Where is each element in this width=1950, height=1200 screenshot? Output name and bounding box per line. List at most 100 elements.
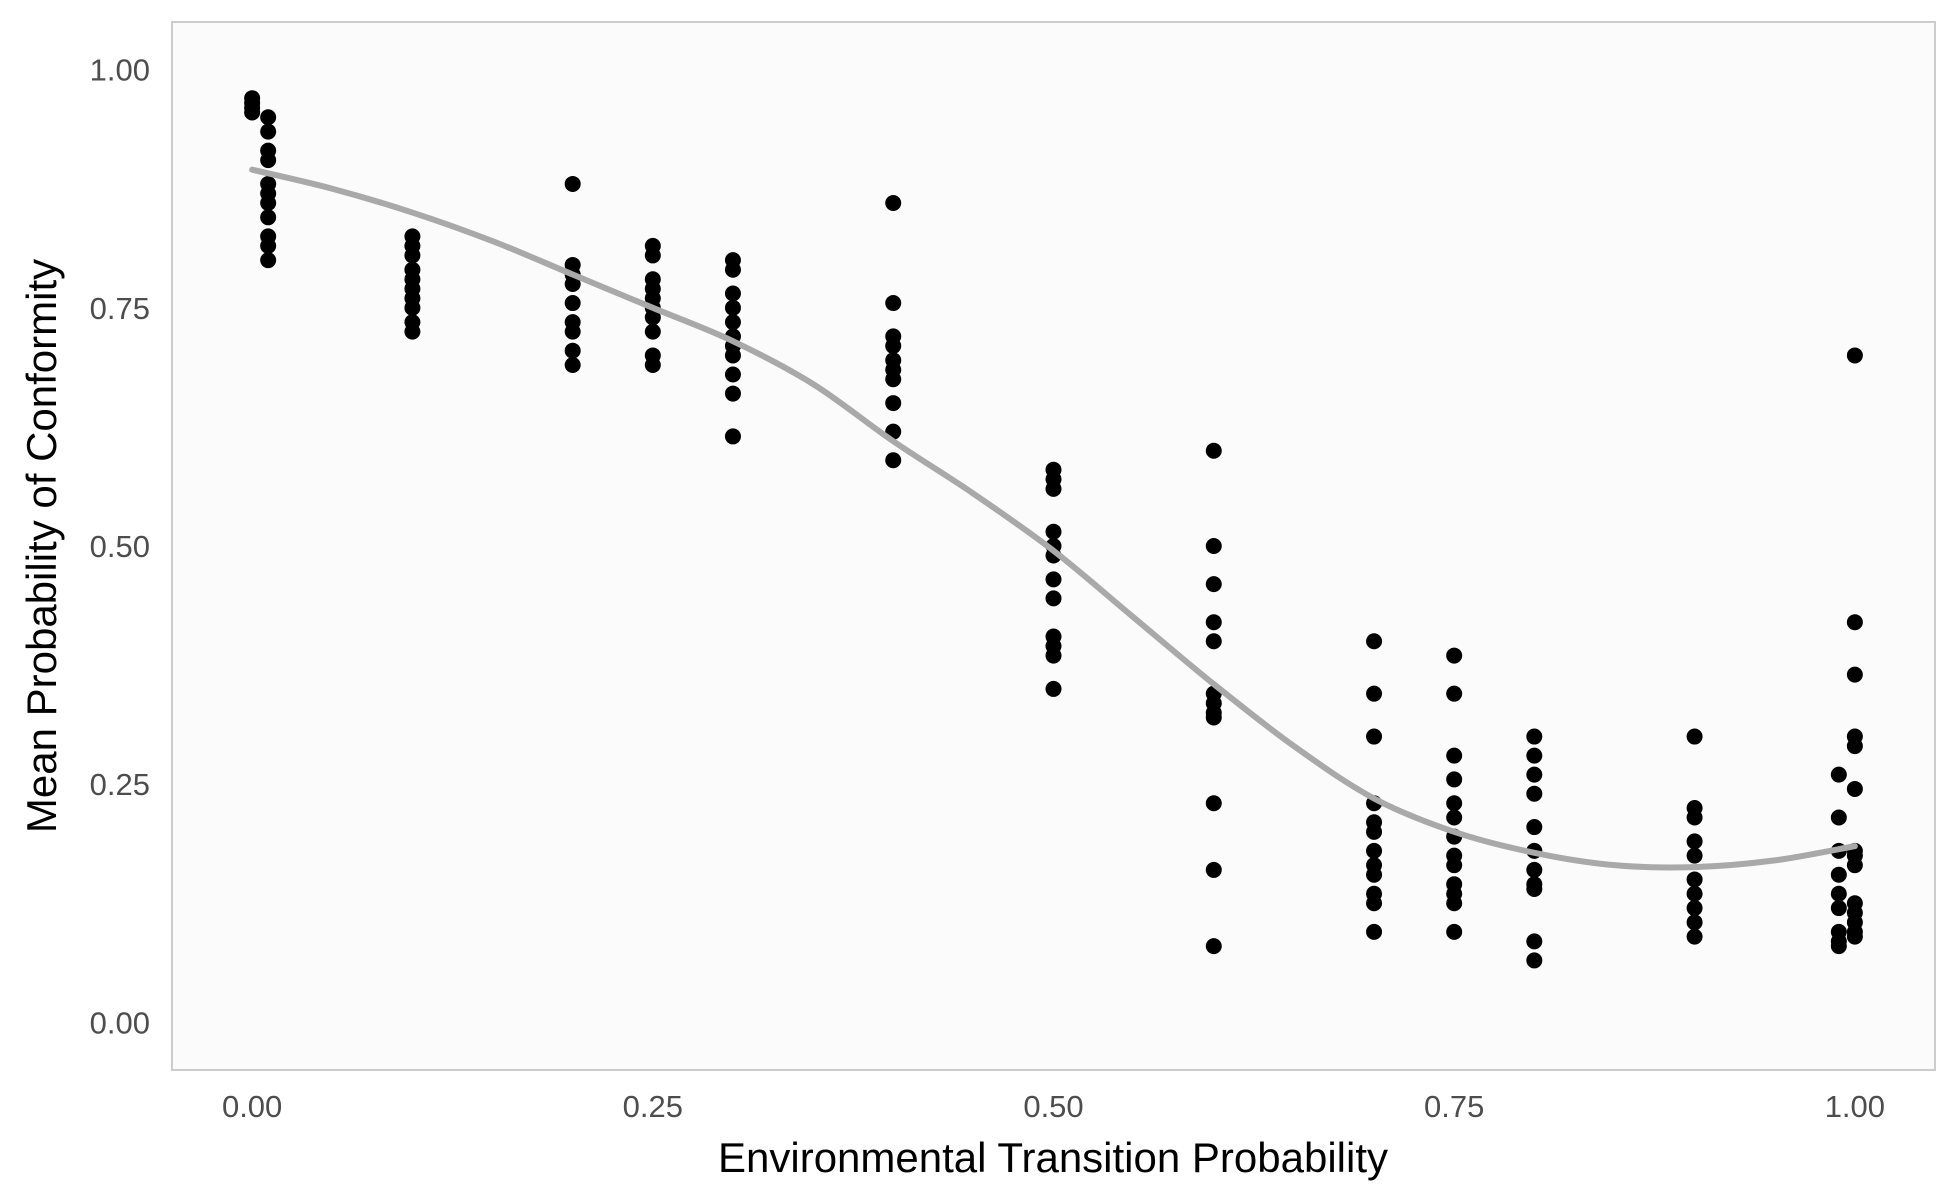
data-point	[1045, 647, 1062, 664]
data-point	[1045, 480, 1062, 497]
data-point	[1830, 809, 1847, 826]
data-point	[644, 356, 661, 373]
data-point	[244, 104, 261, 121]
data-point	[1686, 847, 1703, 864]
data-point	[1446, 647, 1463, 664]
data-point	[1686, 928, 1703, 945]
data-point	[1526, 766, 1543, 783]
data-point	[1446, 685, 1463, 702]
data-point	[404, 299, 421, 316]
data-point	[1205, 938, 1222, 955]
data-point	[1446, 747, 1463, 764]
data-point	[885, 452, 902, 469]
data-point	[885, 295, 902, 312]
data-point	[724, 261, 741, 278]
data-point	[644, 247, 661, 264]
data-point	[1045, 680, 1062, 697]
data-point	[1830, 866, 1847, 883]
data-point	[1686, 900, 1703, 917]
data-point	[1366, 842, 1383, 859]
data-point	[724, 314, 741, 331]
data-point	[885, 371, 902, 388]
data-point	[564, 342, 581, 359]
data-point	[1446, 895, 1463, 912]
data-point	[1830, 938, 1847, 955]
data-point	[564, 356, 581, 373]
data-point	[1366, 728, 1383, 745]
data-point	[1045, 523, 1062, 540]
data-point	[724, 428, 741, 445]
data-point	[260, 152, 277, 169]
data-point	[1205, 709, 1222, 726]
trend-lines	[249, 166, 1858, 871]
data-point	[1686, 728, 1703, 745]
data-point	[1686, 809, 1703, 826]
data-point	[260, 123, 277, 140]
data-point	[1446, 795, 1463, 812]
x-tick-label: 0.00	[222, 1089, 282, 1124]
data-point	[1205, 538, 1222, 554]
data-point	[1526, 785, 1543, 802]
data-point	[1205, 795, 1222, 812]
data-point	[1446, 771, 1463, 788]
data-point	[1205, 861, 1222, 878]
y-tick-label: 0.75	[90, 291, 150, 326]
data-point	[404, 323, 421, 340]
data-point	[564, 295, 581, 312]
y-axis-title: Mean Probability of Conformity	[18, 259, 65, 833]
data-point	[724, 299, 741, 316]
data-point	[1846, 738, 1863, 755]
data-point	[724, 385, 741, 402]
y-tick-label: 0.00	[90, 1005, 150, 1040]
data-point	[644, 309, 661, 326]
data-point	[1526, 819, 1543, 836]
data-point	[1205, 576, 1222, 593]
data-points	[244, 90, 1863, 969]
data-point	[1846, 780, 1863, 797]
data-point	[1205, 614, 1222, 631]
data-point	[724, 366, 741, 383]
data-point	[1830, 900, 1847, 917]
data-point	[1446, 923, 1463, 940]
data-point	[1846, 857, 1863, 874]
x-tick-label: 1.00	[1825, 1089, 1885, 1124]
y-tick-label: 1.00	[90, 53, 150, 88]
data-point	[1446, 857, 1463, 874]
x-axis-ticks: 0.00 0.25 0.50 0.75 1.00	[222, 1089, 1885, 1124]
data-point	[885, 337, 902, 354]
data-point	[260, 252, 277, 269]
data-point	[1830, 766, 1847, 783]
y-axis-ticks: 0.00 0.25 0.50 0.75 1.00	[90, 53, 150, 1041]
x-tick-label: 0.75	[1424, 1089, 1484, 1124]
data-point	[564, 175, 581, 192]
data-point	[564, 276, 581, 292]
data-point	[1846, 347, 1863, 364]
data-point	[1526, 861, 1543, 878]
data-point	[1686, 885, 1703, 902]
data-point	[1526, 728, 1543, 745]
x-axis-title: Environmental Transition Probability	[718, 1134, 1388, 1181]
data-point	[885, 195, 902, 212]
data-point	[1366, 685, 1383, 702]
y-tick-label: 0.25	[90, 767, 150, 802]
data-point	[1045, 571, 1062, 588]
data-point	[1366, 866, 1383, 883]
data-point	[1366, 895, 1383, 912]
data-point	[260, 237, 277, 254]
data-point	[1846, 614, 1863, 631]
x-tick-label: 0.25	[623, 1089, 683, 1124]
data-point	[1526, 952, 1543, 969]
data-point	[724, 285, 741, 302]
data-point	[1686, 833, 1703, 850]
data-point	[1446, 809, 1463, 826]
data-point	[1686, 914, 1703, 931]
data-point	[1846, 928, 1863, 945]
data-point	[644, 323, 661, 340]
data-point	[260, 209, 277, 226]
data-point	[260, 109, 277, 126]
data-point	[1366, 633, 1383, 650]
data-point	[1366, 923, 1383, 940]
data-point	[724, 347, 741, 364]
data-point	[1846, 666, 1863, 683]
